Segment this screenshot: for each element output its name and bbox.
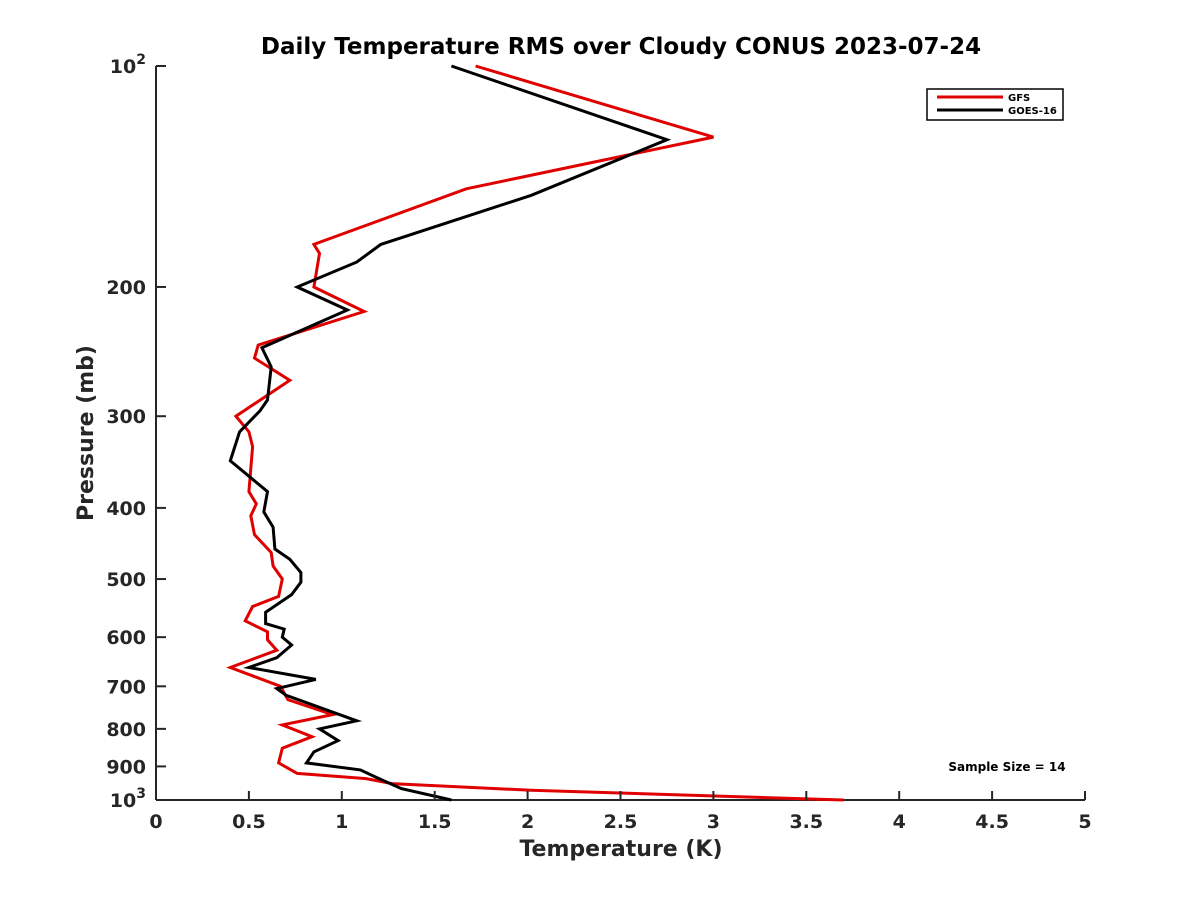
y-tick-label: 800 [106, 719, 146, 741]
series-layer [226, 64, 844, 802]
sample-size-annotation: Sample Size = 14 [948, 760, 1065, 774]
chart-title: Daily Temperature RMS over Cloudy CONUS … [261, 34, 981, 60]
x-tick-label: 1 [335, 811, 348, 833]
x-tick-label: 4 [893, 811, 906, 833]
y-tick-label: 900 [106, 756, 146, 778]
y-tick-label: 103 [110, 786, 146, 812]
plot-area: 0 0.5 1 1.5 2 2.5 3 3.5 4 4.5 5 102 200 300 400 500 600… [106, 52, 1091, 833]
legend-label-goes16: GOES-16 [1008, 106, 1057, 117]
y-tick-label: 700 [106, 676, 146, 698]
y-tick-label: 200 [106, 277, 146, 299]
y-tick-label: 300 [106, 406, 146, 428]
y-tick-label: 400 [106, 498, 146, 520]
series-line-gfs [226, 64, 844, 802]
x-tick-label: 1.5 [418, 811, 452, 833]
x-tick-label: 3.5 [789, 811, 823, 833]
y-tick-label: 102 [110, 52, 146, 78]
x-tick-label: 4.5 [975, 811, 1009, 833]
x-tick-label: 3 [707, 811, 720, 833]
x-tick-label: 0.5 [232, 811, 266, 833]
series-line-goes16 [228, 64, 672, 802]
x-axis-title: Temperature (K) [519, 837, 722, 862]
y-axis-ticks: 102 200 300 400 500 600 700 800 900 103 [106, 52, 166, 812]
x-tick-label: 2 [521, 811, 534, 833]
legend-label-gfs: GFS [1008, 93, 1030, 104]
x-tick-label: 2.5 [604, 811, 638, 833]
y-axis-title: Pressure (mb) [74, 345, 99, 521]
legend-box [926, 88, 1064, 121]
y-tick-label: 600 [106, 627, 146, 649]
x-axis-ticks: 0 0.5 1 1.5 2 2.5 3 3.5 4 4.5 5 [149, 791, 1092, 833]
legend: GFS GOES-16 [926, 88, 1064, 121]
x-tick-label: 5 [1078, 811, 1091, 833]
y-tick-label: 500 [106, 569, 146, 591]
x-tick-label: 0 [149, 811, 162, 833]
